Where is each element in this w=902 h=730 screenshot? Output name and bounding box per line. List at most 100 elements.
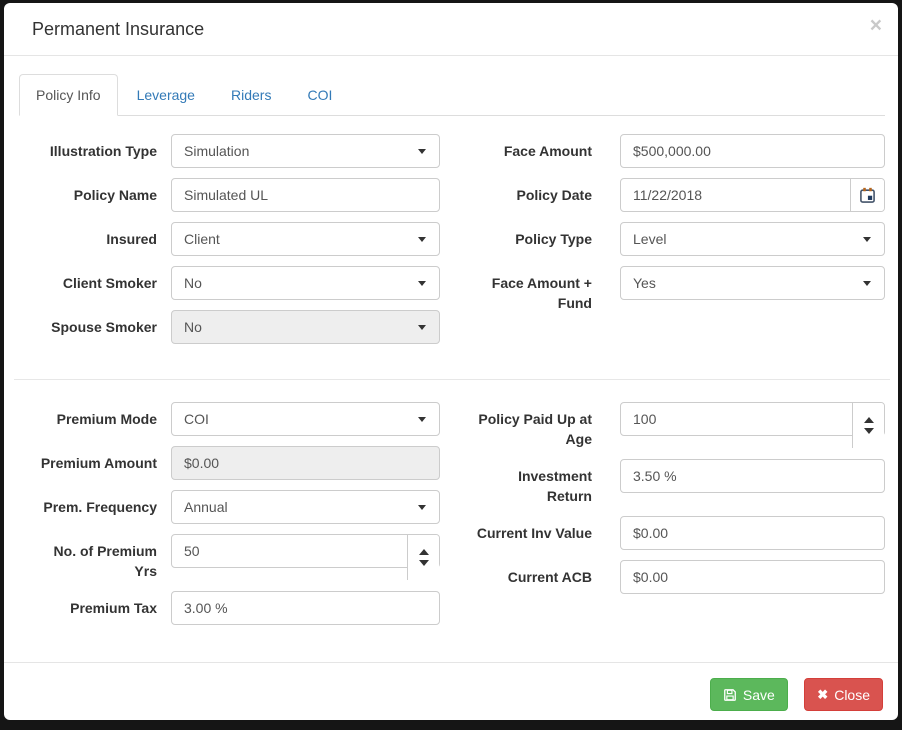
calendar-icon — [860, 187, 875, 203]
permanent-insurance-modal: Permanent Insurance × Policy Info Levera… — [4, 3, 898, 720]
spinner-controls — [852, 403, 884, 448]
illustration-type-label: Illustration Type — [49, 143, 157, 159]
no-premium-yrs-input[interactable] — [171, 534, 440, 568]
date-picker-button[interactable] — [850, 179, 884, 211]
save-button[interactable]: Save — [709, 678, 788, 711]
triangle-down-icon — [418, 560, 429, 566]
current-inv-value-input[interactable] — [620, 516, 885, 550]
insured-label: Insured — [106, 231, 157, 247]
modal-body: Policy Info Leverage Riders COI Illustra… — [4, 56, 898, 662]
form-row: Policy Type Level — [452, 222, 885, 256]
spin-up-button[interactable] — [418, 549, 429, 555]
modal-footer: Save ✖ Close — [4, 662, 898, 720]
prem-frequency-value: Annual — [184, 499, 228, 515]
client-smoker-select[interactable]: No — [171, 266, 440, 300]
illustration-type-value: Simulation — [184, 143, 250, 159]
policy-name-input[interactable] — [171, 178, 440, 212]
policy-type-label: Policy Type — [515, 231, 592, 247]
top-form-section: Illustration Type Simulation Policy Name — [19, 134, 885, 354]
modal-header: Permanent Insurance × — [4, 3, 898, 56]
caret-down-icon — [863, 236, 871, 242]
save-button-label: Save — [742, 686, 775, 703]
investment-return-input[interactable] — [620, 459, 885, 493]
triangle-up-icon — [418, 549, 429, 555]
form-row: Policy Date — [452, 178, 885, 212]
face-amount-label: Face Amount — [503, 143, 592, 159]
face-amount-fund-label: Face Amount + Fund — [491, 275, 592, 311]
caret-down-icon — [863, 280, 871, 286]
spouse-smoker-value: No — [184, 319, 202, 335]
insured-value: Client — [184, 231, 220, 247]
triangle-down-icon — [863, 428, 874, 434]
current-inv-value-label: Current Inv Value — [476, 525, 592, 541]
premium-amount-input — [171, 446, 440, 480]
caret-down-icon — [418, 324, 426, 330]
modal-title: Permanent Insurance — [32, 19, 205, 39]
prem-frequency-select[interactable]: Annual — [171, 490, 440, 524]
spouse-smoker-label: Spouse Smoker — [51, 319, 157, 335]
form-row: Insured Client — [19, 222, 440, 256]
spouse-smoker-select: No — [171, 310, 440, 344]
policy-date-input[interactable] — [620, 178, 885, 212]
illustration-type-select[interactable]: Simulation — [171, 134, 440, 168]
client-smoker-value: No — [184, 275, 202, 291]
caret-down-icon — [418, 148, 426, 154]
premium-tax-input[interactable] — [171, 591, 440, 625]
form-row: Premium Tax — [19, 591, 440, 625]
triangle-up-icon — [863, 417, 874, 423]
spin-down-button[interactable] — [418, 560, 429, 566]
form-row: Current Inv Value — [452, 516, 885, 550]
form-row: Policy Name — [19, 178, 440, 212]
bottom-form-section: Premium Mode COI Premium Amount — [19, 402, 885, 635]
policy-type-select[interactable]: Level — [620, 222, 885, 256]
face-amount-fund-value: Yes — [633, 275, 656, 291]
section-divider — [14, 379, 890, 380]
close-button[interactable]: ✖ Close — [804, 678, 883, 711]
close-x-icon: ✖ — [817, 687, 829, 702]
form-row: Spouse Smoker No — [19, 310, 440, 344]
form-row: Client Smoker No — [19, 266, 440, 300]
spinner-controls — [407, 535, 439, 580]
tab-leverage[interactable]: Leverage — [120, 74, 212, 116]
form-row: Investment Return — [452, 459, 885, 506]
premium-amount-label: Premium Amount — [40, 455, 157, 471]
caret-down-icon — [418, 236, 426, 242]
premium-mode-value: COI — [184, 411, 209, 427]
policy-type-value: Level — [633, 231, 667, 247]
insured-select[interactable]: Client — [171, 222, 440, 256]
face-amount-fund-select[interactable]: Yes — [620, 266, 885, 300]
current-acb-input[interactable] — [620, 560, 885, 594]
form-row: Current ACB — [452, 560, 885, 594]
caret-down-icon — [418, 280, 426, 286]
policy-paid-up-age-input[interactable] — [620, 402, 885, 436]
form-row: No. of Premium Yrs — [19, 534, 440, 581]
modal-close-icon[interactable]: × — [869, 14, 882, 37]
tab-policy-info[interactable]: Policy Info — [19, 74, 118, 116]
face-amount-input[interactable] — [620, 134, 885, 168]
form-row: Face Amount + Fund Yes — [452, 266, 885, 313]
form-row: Premium Amount — [19, 446, 440, 480]
form-row: Face Amount — [452, 134, 885, 168]
form-row: Illustration Type Simulation — [19, 134, 440, 168]
policy-name-label: Policy Name — [73, 187, 157, 203]
caret-down-icon — [418, 416, 426, 422]
premium-mode-select[interactable]: COI — [171, 402, 440, 436]
premium-mode-label: Premium Mode — [56, 411, 157, 427]
investment-return-label: Investment Return — [518, 468, 592, 504]
form-row: Policy Paid Up at Age — [452, 402, 885, 449]
prem-frequency-label: Prem. Frequency — [43, 499, 157, 515]
tab-bar: Policy Info Leverage Riders COI — [19, 74, 885, 116]
no-premium-yrs-label: No. of Premium Yrs — [53, 543, 157, 579]
current-acb-label: Current ACB — [507, 569, 592, 585]
premium-tax-label: Premium Tax — [70, 600, 157, 616]
client-smoker-label: Client Smoker — [62, 275, 157, 291]
tab-riders[interactable]: Riders — [214, 74, 288, 116]
spin-up-button[interactable] — [863, 417, 874, 423]
caret-down-icon — [418, 504, 426, 510]
tab-coi[interactable]: COI — [290, 74, 349, 116]
spin-down-button[interactable] — [863, 428, 874, 434]
policy-paid-up-age-label: Policy Paid Up at Age — [478, 411, 592, 447]
close-button-label: Close — [834, 686, 870, 703]
form-row: Premium Mode COI — [19, 402, 440, 436]
policy-date-label: Policy Date — [516, 187, 592, 203]
